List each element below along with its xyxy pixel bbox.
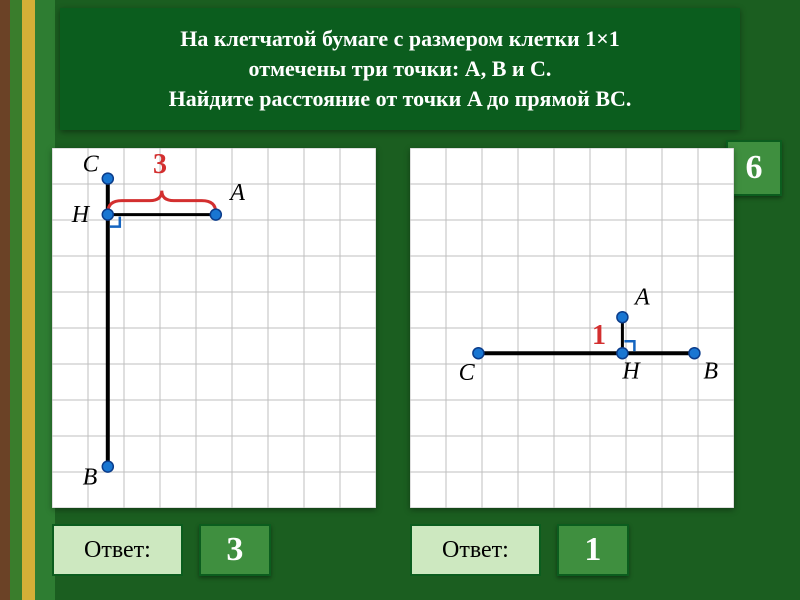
- distance-label: 3: [153, 149, 167, 180]
- slide-number: 6: [746, 149, 763, 187]
- point-label-a: A: [228, 180, 245, 206]
- point-b: [102, 461, 113, 472]
- point-label-b: B: [83, 465, 98, 491]
- point-a: [617, 312, 628, 323]
- slide-number-badge: 6: [726, 140, 782, 196]
- answer-value-right: 1: [557, 524, 629, 576]
- point-c: [473, 348, 484, 359]
- point-a: [210, 209, 221, 220]
- header-line-1: На клетчатой бумаге с размером клетки 1×…: [180, 24, 619, 54]
- grid-svg: 3 CH A B: [52, 148, 376, 508]
- point-label-c: C: [83, 151, 100, 177]
- answer-value-left: 3: [199, 524, 271, 576]
- point-h: [102, 209, 113, 220]
- grid-left: 3 CH A B: [52, 148, 376, 508]
- header-line-3: Найдите расстояние от точки A до прямой …: [169, 84, 632, 114]
- point-c: [102, 173, 113, 184]
- problem-header: На клетчатой бумаге с размером клетки 1×…: [60, 8, 740, 130]
- grid-right: 1 A H C B: [410, 148, 734, 508]
- point-b: [689, 348, 700, 359]
- point-label-a: A: [633, 285, 650, 311]
- header-line-2: отмечены три точки: A, B и C.: [249, 54, 552, 84]
- point-label-h: H: [621, 358, 641, 384]
- point-label-c: C: [459, 360, 476, 386]
- answer-row-right: Ответ: 1: [410, 524, 629, 576]
- grid-svg: 1 A H C B: [410, 148, 734, 508]
- point-h: [617, 348, 628, 359]
- point-label-h: H: [71, 202, 91, 228]
- answer-row-left: Ответ: 3: [52, 524, 271, 576]
- distance-label: 1: [592, 320, 606, 351]
- stage: На клетчатой бумаге с размером клетки 1×…: [0, 0, 800, 600]
- answer-label-left: Ответ:: [52, 524, 183, 576]
- answer-label-right: Ответ:: [410, 524, 541, 576]
- point-label-b: B: [703, 358, 718, 384]
